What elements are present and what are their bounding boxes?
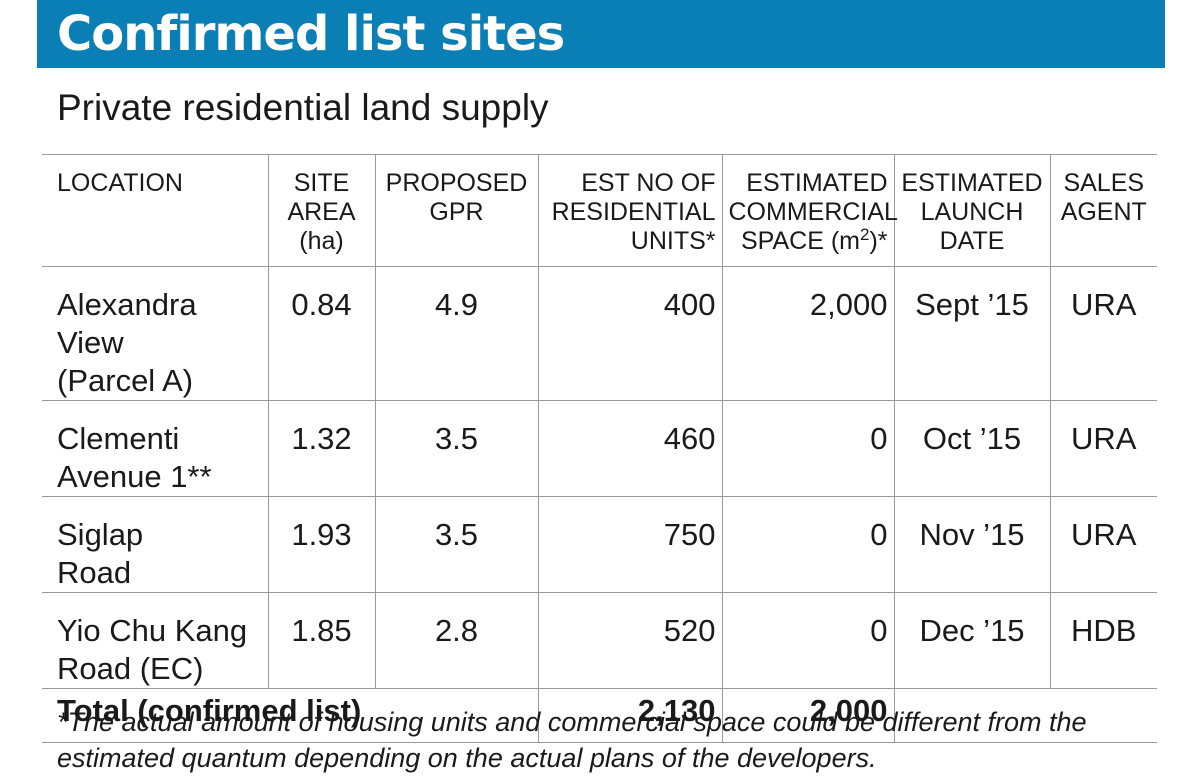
cell-units: 400 [537, 266, 722, 401]
cell-commercial: 0 [721, 592, 894, 689]
cell-commercial: 2,000 [721, 266, 894, 401]
total-label: Total (confirmed list) [42, 688, 538, 743]
cell-sales-agent: URA [1049, 400, 1157, 497]
cell-site-area: 0.84 [267, 266, 375, 401]
cell-location: Clementi Avenue 1** [42, 400, 268, 497]
cell-location: Alexandra View (Parcel A) [42, 266, 268, 401]
sites-table: LOCATION SITE AREA (ha) PROPOSED GPR EST… [42, 154, 1157, 743]
cell-commercial: 0 [721, 400, 894, 497]
header-residential-units: EST NO OF RESIDENTIAL UNITS* [537, 154, 722, 267]
table-row: Alexandra View (Parcel A) 0.84 4.9 400 2… [42, 266, 1157, 401]
table-total-row: Total (confirmed list) 2,130 2,000 [42, 688, 1157, 743]
cell-site-area: 1.93 [267, 496, 375, 593]
cell-gpr: 3.5 [374, 400, 538, 497]
cell-gpr: 3.5 [374, 496, 538, 593]
total-empty-cell [893, 688, 1157, 743]
cell-sales-agent: HDB [1049, 592, 1157, 689]
cell-launch-date: Sept ’15 [893, 266, 1050, 401]
cell-gpr: 2.8 [374, 592, 538, 689]
cell-launch-date: Oct ’15 [893, 400, 1050, 497]
cell-sales-agent: URA [1049, 266, 1157, 401]
header-proposed-gpr: PROPOSED GPR [374, 154, 538, 267]
cell-location: Siglap Road [42, 496, 268, 593]
header-sales-agent: SALES AGENT [1049, 154, 1157, 267]
cell-units: 750 [537, 496, 722, 593]
header-location: LOCATION [42, 154, 268, 267]
cell-launch-date: Nov ’15 [893, 496, 1050, 593]
table-row: Yio Chu Kang Road (EC) 1.85 2.8 520 0 De… [42, 592, 1157, 689]
cell-units: 520 [537, 592, 722, 689]
cell-commercial: 0 [721, 496, 894, 593]
table-row: Siglap Road 1.93 3.5 750 0 Nov ’15 URA [42, 496, 1157, 593]
table-header-row: LOCATION SITE AREA (ha) PROPOSED GPR EST… [42, 154, 1157, 267]
cell-launch-date: Dec ’15 [893, 592, 1050, 689]
cell-gpr: 4.9 [374, 266, 538, 401]
total-units: 2,130 [537, 688, 722, 743]
header-site-area: SITE AREA (ha) [267, 154, 375, 267]
page-subtitle: Private residential land supply [57, 87, 549, 128]
cell-units: 460 [537, 400, 722, 497]
footnote: *The actual amount of housing units and … [57, 707, 1087, 773]
cell-site-area: 1.32 [267, 400, 375, 497]
header-commercial-space: ESTIMATED COMMERCIAL SPACE (m2)* [721, 154, 898, 267]
cell-site-area: 1.85 [267, 592, 375, 689]
cell-sales-agent: URA [1049, 496, 1157, 593]
header-launch-date: ESTIMATED LAUNCH DATE [893, 154, 1050, 267]
title-banner: Confirmed list sites [37, 0, 1165, 68]
table-row: Clementi Avenue 1** 1.32 3.5 460 0 Oct ’… [42, 400, 1157, 497]
total-commercial: 2,000 [721, 688, 894, 743]
page-title: Confirmed list sites [57, 6, 565, 62]
cell-location: Yio Chu Kang Road (EC) [42, 592, 268, 689]
